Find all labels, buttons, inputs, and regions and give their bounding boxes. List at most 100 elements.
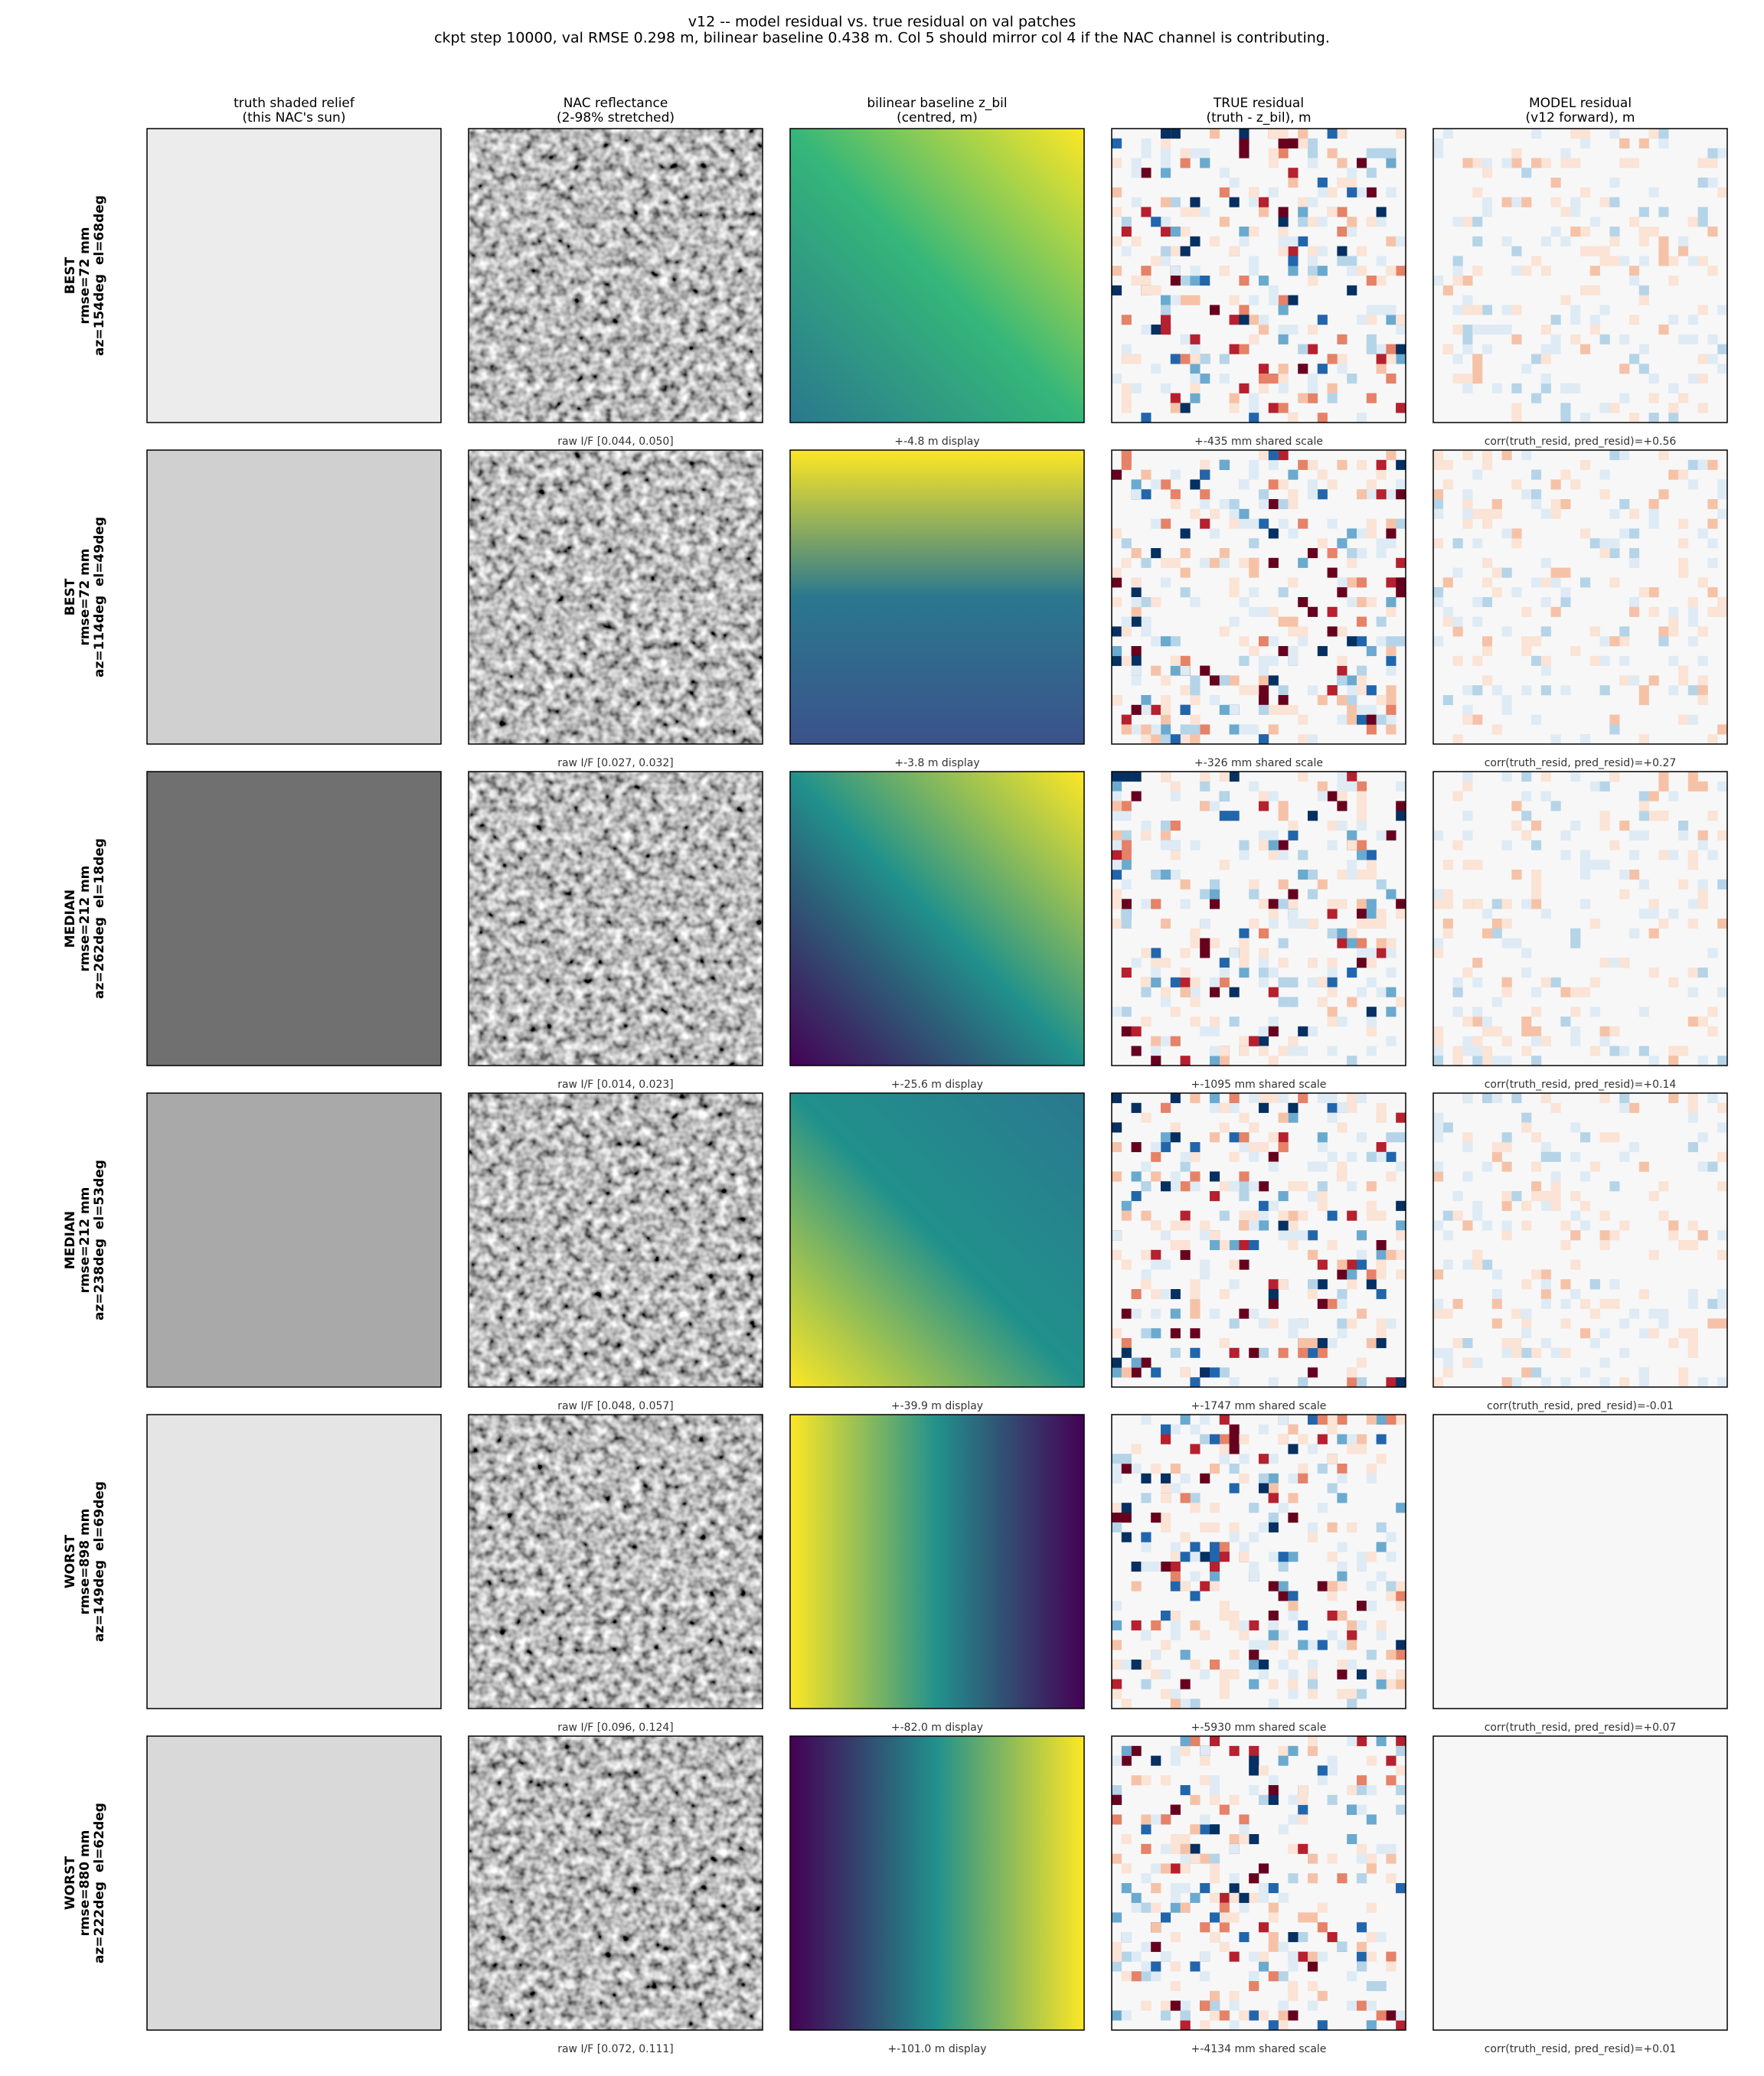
residual-cell: [1229, 1434, 1240, 1444]
residual-cell: [1589, 246, 1600, 256]
residual-cell: [1386, 938, 1396, 948]
residual-cell: [1298, 1804, 1308, 1815]
residual-cell: [1180, 1699, 1191, 1709]
residual-cell: [1288, 909, 1298, 919]
residual-cell: [1210, 1522, 1220, 1533]
residual-cell: [1151, 1863, 1161, 1874]
residual-cell: [1112, 801, 1122, 811]
residual-cell: [1141, 1357, 1152, 1368]
residual-cell: [1589, 217, 1600, 227]
residual-cell: [1629, 217, 1640, 227]
residual-cell: [1550, 197, 1561, 207]
residual-cell: [1482, 158, 1493, 168]
residual-cell: [1112, 1660, 1122, 1670]
residual-cell: [1317, 1259, 1328, 1270]
residual-cell: [1112, 791, 1122, 801]
residual-cell: [1308, 158, 1318, 168]
residual-cell: [1599, 781, 1610, 792]
residual-cell: [1161, 197, 1171, 207]
residual-cell: [1472, 469, 1483, 480]
residual-cell: [1442, 577, 1453, 588]
residual-cell: [1200, 665, 1210, 676]
residual-cell: [1707, 518, 1718, 529]
residual-cell: [1638, 830, 1649, 841]
residual-cell: [1161, 1142, 1171, 1153]
residual-cell: [1589, 1308, 1600, 1319]
residual-cell: [1308, 1951, 1318, 1962]
residual-cell: [1687, 1298, 1698, 1309]
residual-cell: [1376, 1210, 1387, 1221]
residual-cell: [1190, 938, 1200, 948]
residual-cell: [1298, 1093, 1308, 1104]
residual-cell: [1219, 266, 1230, 276]
residual-cell: [1190, 1843, 1200, 1854]
residual-cell: [1570, 1210, 1581, 1221]
residual-cell: [1190, 1892, 1200, 1903]
residual-cell: [1570, 646, 1581, 657]
residual-cell: [1442, 919, 1453, 929]
residual-cell: [1717, 879, 1728, 889]
residual-cell: [1161, 987, 1171, 997]
residual-cell: [1697, 1017, 1708, 1027]
residual-cell: [1589, 1338, 1600, 1349]
residual-cell: [1501, 1132, 1512, 1143]
residual-cell: [1638, 1289, 1649, 1300]
panel-caption: +-4.8 m display: [894, 436, 979, 448]
residual-cell: [1347, 1367, 1357, 1378]
residual-cell: [1707, 1318, 1718, 1329]
residual-cell: [1337, 675, 1348, 686]
residual-cell: [1442, 1367, 1453, 1378]
residual-cell: [1396, 1112, 1406, 1123]
residual-cell: [1396, 909, 1406, 919]
residual-cell: [1570, 334, 1581, 344]
residual-cell: [1180, 334, 1191, 344]
residual-cell: [1219, 1338, 1230, 1349]
residual-cell: [1540, 508, 1551, 519]
residual-cell: [1151, 1142, 1161, 1153]
residual-cell: [1151, 1961, 1161, 1972]
residual-cell: [1347, 1640, 1357, 1650]
residual-cell: [1219, 1902, 1230, 1913]
residual-cell: [1249, 1873, 1259, 1884]
residual-cell: [1219, 1415, 1230, 1425]
residual-cell: [1386, 695, 1396, 706]
residual-cell: [1180, 276, 1191, 286]
residual-cell: [1190, 1328, 1200, 1339]
residual-cell: [1491, 1142, 1502, 1153]
residual-cell: [1366, 909, 1377, 919]
residual-cell: [1308, 1981, 1318, 1992]
residual-cell: [1433, 1026, 1444, 1036]
residual-cell: [1501, 1200, 1512, 1211]
residual-cell: [1327, 1102, 1338, 1113]
residual-cell: [1521, 1347, 1532, 1358]
residual-cell: [1540, 236, 1551, 246]
residual-cell: [1658, 626, 1669, 637]
residual-cell: [1697, 899, 1708, 909]
residual-cell: [1511, 148, 1522, 158]
residual-cell: [1511, 383, 1522, 393]
panel-frame: [468, 1092, 763, 1388]
residual-cell: [1317, 246, 1328, 256]
panel-caption: raw I/F [0.014, 0.023]: [557, 1079, 674, 1091]
residual-cell: [1141, 626, 1152, 637]
residual-cell: [1278, 1552, 1289, 1562]
residual-cell: [1357, 528, 1367, 539]
residual-cell: [1521, 1026, 1532, 1036]
residual-cell: [1580, 1328, 1591, 1339]
residual-cell: [1347, 695, 1357, 706]
residual-cell: [1112, 1814, 1122, 1825]
residual-cell: [1131, 1581, 1142, 1591]
residual-cell: [1337, 1171, 1348, 1182]
residual-cell: [1180, 1220, 1191, 1231]
residual-cell: [1249, 1122, 1259, 1133]
residual-cell: [1619, 393, 1630, 403]
residual-cell: [1151, 1513, 1161, 1523]
residual-cell: [1121, 626, 1132, 637]
residual-cell: [1170, 1562, 1181, 1572]
residual-cell: [1550, 227, 1561, 237]
residual-cell: [1288, 577, 1298, 588]
residual-cell: [1249, 334, 1259, 344]
residual-cell: [1619, 636, 1630, 647]
residual-cell: [1396, 577, 1406, 588]
residual-cell: [1648, 1056, 1659, 1066]
